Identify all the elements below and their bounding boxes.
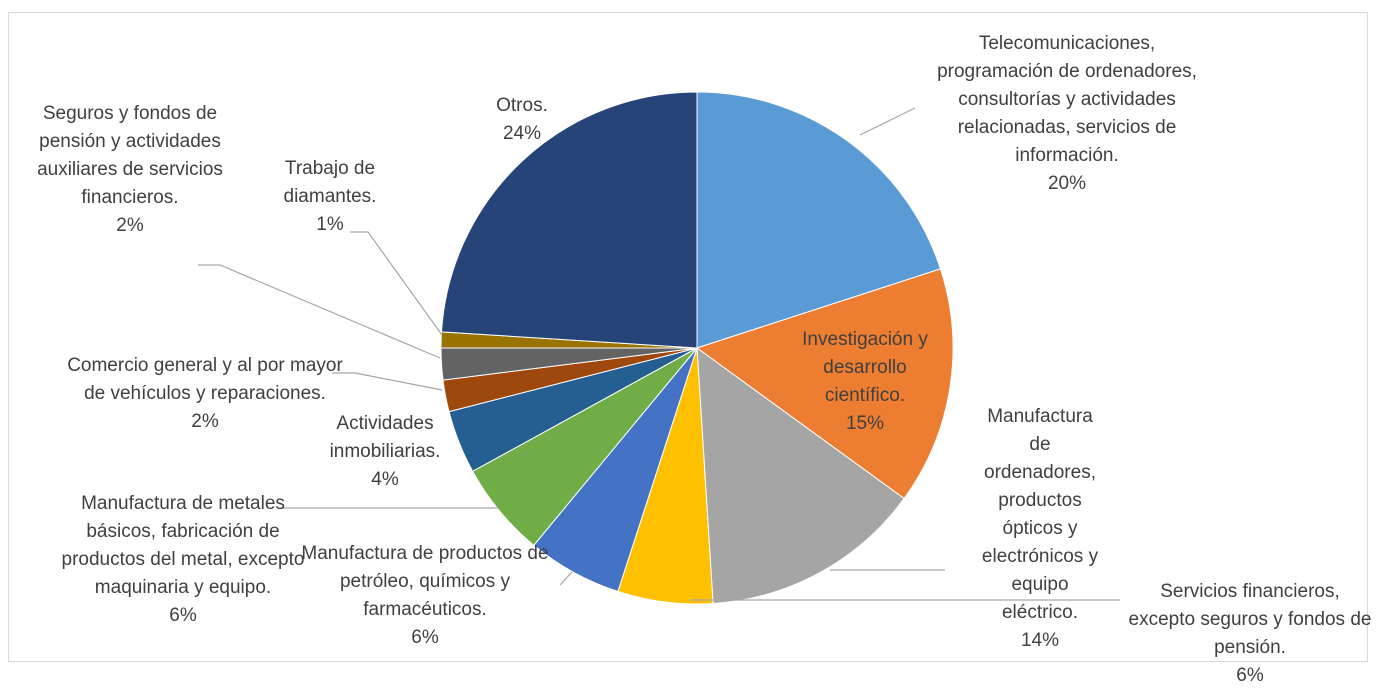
data-label: Servicios financieros, excepto seguros y… xyxy=(1125,578,1375,690)
percent-label: 1% xyxy=(316,214,344,235)
category-label: Investigación y desarrollo científico. xyxy=(802,329,928,406)
percent-label: 2% xyxy=(191,411,219,432)
data-label: Manufactura de ordenadores, productos óp… xyxy=(975,403,1105,655)
percent-label: 6% xyxy=(169,605,197,626)
percent-label: 15% xyxy=(845,413,885,434)
percent-label: 2% xyxy=(116,215,144,236)
data-label: Manufactura de metales básicos, fabricac… xyxy=(58,490,308,630)
page: {"chart_data": {"type": "pie", "categori… xyxy=(8,12,1372,686)
chart xyxy=(198,91,1120,605)
percent-label: 14% xyxy=(1020,630,1060,651)
category-label: Seguros y fondos de pensión y actividade… xyxy=(37,103,223,208)
data-label: Actividades inmobiliarias. 4% xyxy=(315,410,455,494)
category-label: Trabajo de diamantes. xyxy=(283,158,377,207)
leader-line xyxy=(198,264,441,359)
category-label: Servicios financieros, excepto seguros y… xyxy=(1128,581,1372,658)
data-label: Telecomunicaciones, programación de orde… xyxy=(932,30,1202,198)
percent-label: 6% xyxy=(1236,665,1264,686)
data-label: Trabajo de diamantes. 1% xyxy=(270,155,390,239)
chart-frame xyxy=(8,12,1368,662)
percent-label: 20% xyxy=(1047,173,1087,194)
data-label: Otros. 24% xyxy=(472,92,572,148)
category-label: Otros. xyxy=(496,95,548,116)
category-label: Telecomunicaciones, programación de orde… xyxy=(937,33,1197,166)
data-label: Seguros y fondos de pensión y actividade… xyxy=(25,100,235,240)
leader-line xyxy=(350,231,443,336)
category-label: Manufactura de ordenadores, productos óp… xyxy=(981,406,1099,623)
percent-label: 4% xyxy=(371,469,399,490)
leader-line xyxy=(859,107,916,136)
data-label: Comercio general y al por mayor de vehíc… xyxy=(65,352,345,436)
data-label: Investigación y desarrollo científico. 15… xyxy=(790,326,940,438)
pie-slice xyxy=(695,268,954,500)
category-label: Comercio general y al por mayor de vehíc… xyxy=(67,355,343,404)
leader-line xyxy=(559,571,573,586)
category-label: Actividades inmobiliarias. xyxy=(329,413,441,462)
percent-label: 6% xyxy=(411,627,439,648)
pie-slice xyxy=(440,91,698,349)
category-label: Manufactura de productos de petróleo, qu… xyxy=(301,543,549,620)
percent-label: 24% xyxy=(502,123,542,144)
pie-slice xyxy=(696,91,942,349)
leader-line xyxy=(332,372,443,391)
data-label: Manufactura de productos de petróleo, qu… xyxy=(290,540,560,652)
pie-slice xyxy=(696,346,905,605)
category-label: Manufactura de metales básicos, fabricac… xyxy=(61,493,305,598)
